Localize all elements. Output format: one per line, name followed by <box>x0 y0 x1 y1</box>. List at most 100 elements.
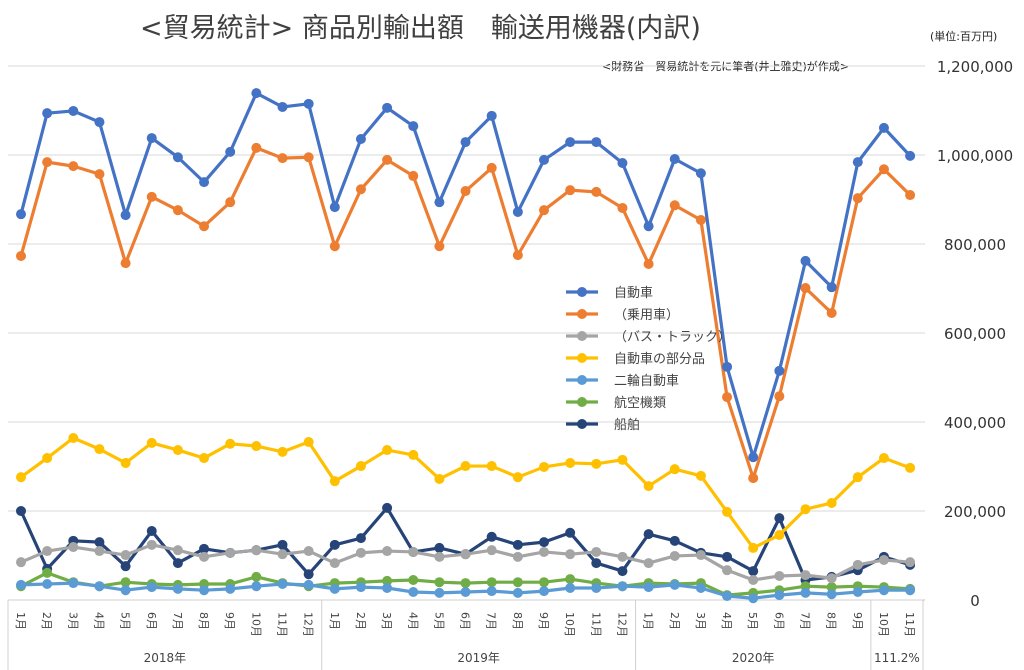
data-point <box>120 457 131 468</box>
month-label: 10月 <box>877 612 890 637</box>
data-point <box>695 470 706 481</box>
data-point <box>199 221 210 232</box>
month-label: 10月 <box>563 612 576 637</box>
data-point <box>199 543 210 554</box>
y-tick-label: 400,000 <box>944 414 1006 432</box>
data-point <box>434 197 445 208</box>
month-label: 1月 <box>14 612 27 630</box>
data-point <box>878 164 889 175</box>
data-point <box>16 472 26 483</box>
data-point <box>146 526 157 537</box>
data-point <box>591 458 602 469</box>
y-tick-label: 800,000 <box>944 236 1006 254</box>
data-point <box>565 185 576 196</box>
month-label: 7月 <box>171 612 184 630</box>
data-point <box>669 154 680 165</box>
data-point <box>565 582 576 593</box>
data-point <box>486 545 497 556</box>
data-point <box>16 209 26 220</box>
data-point <box>16 506 26 516</box>
y-tick-label: 0 <box>970 592 980 610</box>
data-point <box>16 251 26 262</box>
data-point <box>539 154 549 165</box>
legend-label: 航空機類 <box>614 395 666 411</box>
data-point <box>826 573 837 584</box>
year-label: 2018年 <box>144 651 187 665</box>
data-point <box>748 593 759 604</box>
legend-label: 自動車 <box>614 286 653 301</box>
data-point <box>460 186 471 197</box>
data-point <box>355 133 366 144</box>
data-point <box>120 561 131 572</box>
data-point <box>329 558 340 569</box>
data-point <box>591 558 602 569</box>
data-point <box>539 205 549 216</box>
month-label: 4月 <box>720 612 733 630</box>
data-point <box>565 549 576 560</box>
data-point <box>382 582 393 593</box>
data-point <box>800 570 811 581</box>
month-label: 2月 <box>668 612 681 630</box>
month-label: 3月 <box>694 612 707 630</box>
data-point <box>617 202 628 213</box>
data-point <box>303 546 314 557</box>
data-point <box>486 162 497 173</box>
data-point <box>460 461 471 472</box>
month-label: 11月 <box>589 612 602 637</box>
data-point <box>695 582 706 593</box>
data-point <box>539 586 549 597</box>
data-point <box>486 110 497 121</box>
data-point <box>852 193 863 204</box>
data-point <box>42 108 53 119</box>
data-point <box>329 202 340 213</box>
data-point <box>486 461 497 472</box>
data-point <box>355 184 366 195</box>
data-point <box>251 581 262 592</box>
month-label: 10月 <box>249 612 262 637</box>
month-label: 7月 <box>485 612 498 630</box>
data-point <box>120 577 131 588</box>
data-point <box>68 105 79 116</box>
data-point <box>225 146 236 157</box>
data-point <box>512 551 523 562</box>
data-point <box>748 452 759 463</box>
legend-label: （バス・トラック） <box>614 330 731 345</box>
data-point <box>800 255 811 266</box>
data-point <box>329 241 340 252</box>
data-point <box>382 502 393 513</box>
data-point <box>486 577 497 588</box>
data-point <box>826 582 837 593</box>
data-point <box>382 154 393 165</box>
data-point <box>172 152 183 163</box>
data-point <box>199 177 210 188</box>
data-point <box>591 186 602 197</box>
data-point <box>68 542 79 553</box>
data-point <box>591 546 602 557</box>
data-point <box>251 88 262 99</box>
data-point <box>277 549 288 560</box>
month-label: 11月 <box>276 612 289 637</box>
data-point <box>591 582 602 593</box>
data-point <box>94 117 105 128</box>
data-point <box>460 549 471 560</box>
month-label: 2月 <box>354 612 367 630</box>
data-point <box>905 462 916 473</box>
data-point <box>669 579 680 590</box>
data-point <box>512 206 523 217</box>
data-point <box>643 221 654 232</box>
legend-label: （乗用車） <box>614 308 679 323</box>
data-point <box>643 529 654 540</box>
data-point <box>355 461 366 472</box>
data-point <box>669 535 680 546</box>
data-point <box>303 569 314 580</box>
data-point <box>695 214 706 225</box>
data-point <box>146 133 157 144</box>
data-point <box>486 531 497 542</box>
y-tick-label: 200,000 <box>944 503 1006 521</box>
data-point <box>617 454 628 465</box>
legend-marker <box>577 419 587 429</box>
month-label: 6月 <box>772 612 785 630</box>
month-label: 12月 <box>302 612 315 637</box>
data-point <box>512 472 523 483</box>
data-point <box>434 551 445 562</box>
